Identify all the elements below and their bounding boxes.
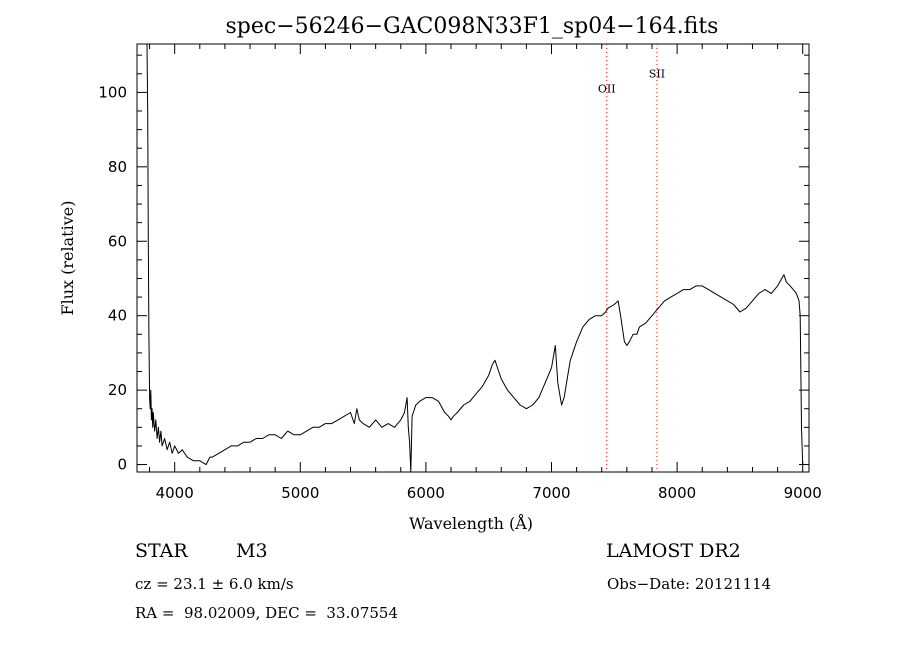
y-tick-label: 0 [117,456,127,474]
object-type: STAR [135,540,188,562]
annotation-oii: OII [598,82,616,95]
cz-value: cz = 23.1 ± 6.0 km/s [135,575,294,593]
x-tick-label: 9000 [784,484,822,502]
annotation-sii: SII [649,67,665,80]
object-subclass: M3 [236,540,268,562]
obs-date: Obs−Date: 20121114 [607,575,772,593]
x-tick-label: 6000 [407,484,445,502]
y-tick-label: 80 [108,158,127,176]
line-marker-layer: OII SII [598,44,665,472]
tick-layer: 4000 5000 6000 7000 8000 9000 0 20 40 60 80 100 [98,44,822,502]
y-tick-label: 100 [98,83,127,101]
plot-frame [136,43,810,473]
y-tick-label: 20 [108,381,127,399]
x-tick-label: 4000 [156,484,194,502]
survey-name: LAMOST DR2 [606,540,741,562]
y-tick-label: 60 [108,232,127,250]
series-layer [146,43,804,473]
y-tick-label: 40 [108,307,127,325]
spectrum-line [146,43,804,473]
x-tick-label: 7000 [532,484,570,502]
y-axis-label: Flux (relative) [58,201,77,316]
chart-title: spec−56246−GAC098N33F1_sp04−164.fits [226,14,719,39]
x-axis-label: Wavelength (Å) [409,513,533,533]
x-tick-label: 8000 [658,484,696,502]
coordinates: RA = 98.02009, DEC = 33.07554 [135,604,399,622]
x-tick-label: 5000 [281,484,319,502]
